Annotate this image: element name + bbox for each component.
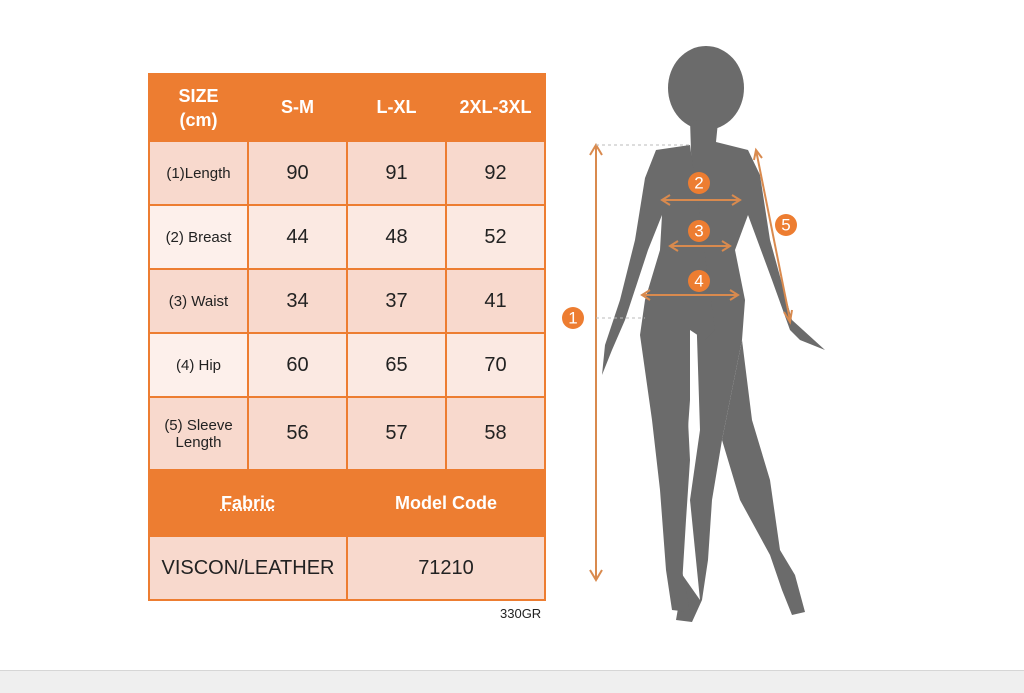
row-label: (2) Breast [148,204,249,270]
marker-label: 4 [694,272,703,291]
cell-value: 34 [247,268,348,334]
header-text: SIZE (cm) [178,85,219,130]
cell-value: 57 [346,396,447,471]
marker-circle [688,270,710,292]
cell-value: 92 [445,140,546,206]
row-label-text: (3) Waist [168,292,229,310]
cell-value: 60 [247,332,348,398]
table-row: (2) Breast 44 48 52 [148,204,546,270]
cell-value: 70 [445,332,546,398]
marker-label: 3 [694,222,703,241]
footer-header-row: Fabric Model Code [148,469,546,537]
cell-value: 56 [247,396,348,471]
header-cell: S-M [247,73,348,142]
cell-value: 44 [247,204,348,270]
marker-label: 1 [568,309,577,328]
table-body: (1)Length 90 91 92 (2) Breast 44 48 52 (3) Waist… [148,140,546,471]
row-label: (1)Length [148,140,249,206]
footer-header-cell: Fabric [148,469,348,537]
cell-value: 58 [445,396,546,471]
marker-label: 2 [694,174,703,193]
row-label-text: (4) Hip [175,356,221,374]
cell-value: 52 [445,204,546,270]
table-row: (4) Hip 60 65 70 [148,332,546,398]
silhouette [602,46,825,622]
table-row: (1)Length 90 91 92 [148,140,546,206]
status-bar [0,670,1024,693]
cell-value: 48 [346,204,447,270]
figure: 1 2 3 4 5 [562,46,825,622]
row-label: (5) Sleeve Length [148,396,249,471]
footer-cell: VISCON/LEATHER [148,535,348,601]
cell-value: 41 [445,268,546,334]
header-cell: SIZE (cm) [148,73,249,142]
marker-circle [688,172,710,194]
header-row: SIZE (cm) S-M L-XL 2XL-3XL [148,73,546,142]
row-label-text: (1)Length [166,164,231,182]
row-label-text: (5) Sleeve Length [164,416,233,451]
row-label-text: (2) Breast [165,228,232,246]
markers: 1 2 3 4 5 [562,172,797,329]
cell-value: 65 [346,332,447,398]
table-row: (5) Sleeve Length 56 57 58 [148,396,546,471]
cell-value: 90 [247,140,348,206]
header-cell: 2XL-3XL [445,73,546,142]
table-row: (3) Waist 34 37 41 [148,268,546,334]
marker-circle [775,214,797,236]
footer-cell: 71210 [346,535,546,601]
header-cell: L-XL [346,73,447,142]
row-label: (4) Hip [148,332,249,398]
note: 330GR [500,606,542,621]
marker-circle [688,220,710,242]
footer-row: VISCON/LEATHER 71210 [148,535,546,601]
marker-circle [562,307,584,329]
footer-header-text: Fabric [220,492,276,513]
row-label: (3) Waist [148,268,249,334]
footer-header-cell: Model Code [346,469,546,537]
size-table: SIZE (cm) S-M L-XL 2XL-3XL (1)Length 90 91… [148,73,546,601]
cell-value: 37 [346,268,447,334]
measure-lines [589,143,793,582]
marker-label: 5 [781,216,790,235]
cell-value: 91 [346,140,447,206]
